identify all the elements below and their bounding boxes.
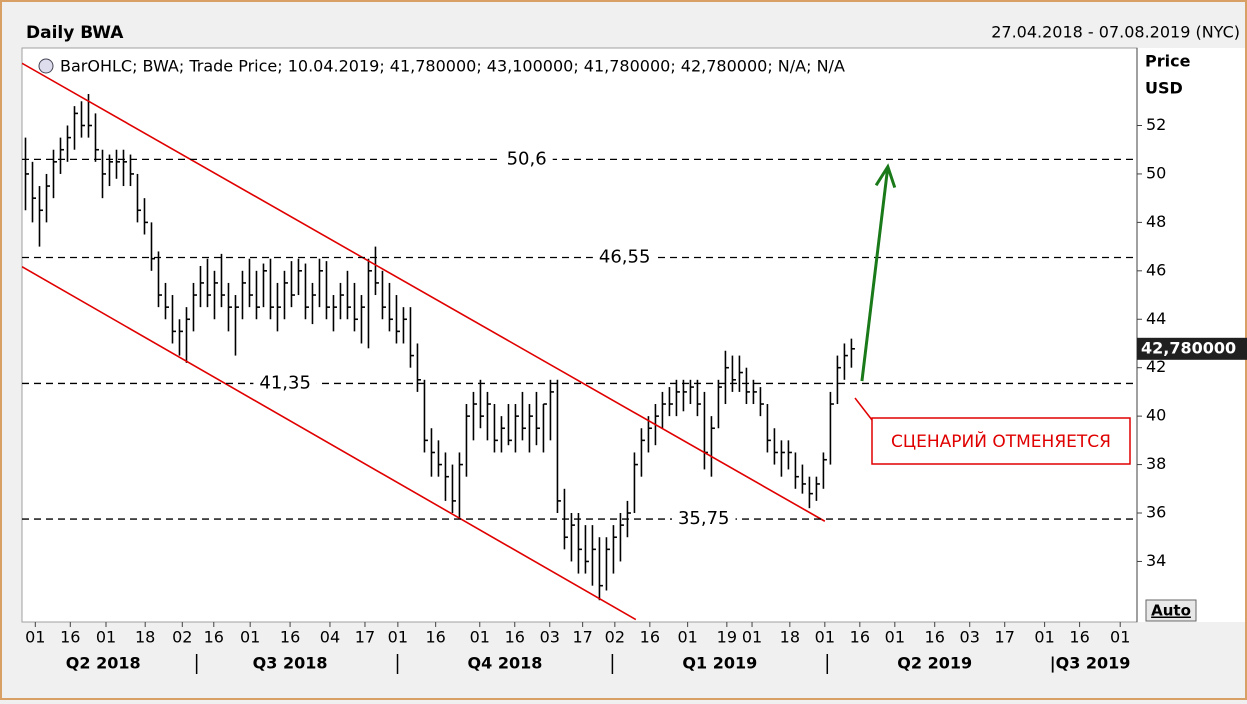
x-tick-label: 19 — [717, 628, 737, 647]
x-tick-label: 16 — [280, 628, 300, 647]
level-label: 50,6 — [507, 148, 547, 169]
y-label: USD — [1145, 79, 1183, 98]
auto-label[interactable]: Auto — [1151, 602, 1191, 620]
x-tick-label: 16 — [640, 628, 660, 647]
level-label: 41,35 — [259, 372, 311, 393]
arrow — [860, 166, 890, 382]
x-tick-label: 16 — [505, 628, 525, 647]
level-label: 46,55 — [599, 246, 651, 267]
plot-layer — [22, 62, 855, 621]
annotation: СЦЕНАРИЙ ОТМЕНЯЕТСЯ — [891, 430, 1111, 452]
y-axis-area — [1137, 48, 1245, 622]
x-tick-label: 16 — [850, 628, 870, 647]
y-label: Price — [1145, 52, 1191, 71]
x-tick-label: 04 — [320, 628, 340, 647]
x-tick-label: 01 — [885, 628, 905, 647]
x-tick-label: 03 — [540, 628, 560, 647]
trendline — [22, 62, 826, 522]
y-tick-label: 36 — [1146, 503, 1166, 522]
x-tick-label: 01 — [742, 628, 762, 647]
x-tick-label: 01 — [388, 628, 408, 647]
level-label-bg — [592, 246, 657, 268]
quarter-label: Q2 2018 — [66, 654, 141, 673]
trendline — [22, 266, 637, 621]
x-tick-label: 18 — [135, 628, 155, 647]
x-tick-label: 01 — [815, 628, 835, 647]
x-tick-label: 17 — [572, 628, 592, 647]
legend-icon — [38, 58, 54, 74]
x-tick-label: 01 — [240, 628, 260, 647]
x-tick-label: 01 — [470, 628, 490, 647]
y-tick-label: 46 — [1146, 260, 1166, 279]
x-tick-label: 16 — [204, 628, 224, 647]
quarter-label: Q1 2019 — [682, 654, 757, 673]
quarter-label: Q2 2019 — [897, 654, 972, 673]
y-tick-label: 40 — [1146, 406, 1166, 425]
last-value-label: 42,780000 — [1141, 338, 1236, 357]
y-tick-label: 44 — [1146, 309, 1166, 328]
x-tick-label: 01 — [677, 628, 697, 647]
x-tick-label: 16 — [60, 628, 80, 647]
x-tick-label: 17 — [355, 628, 375, 647]
annotation-connector — [854, 397, 873, 421]
y-tick-label: 48 — [1146, 212, 1166, 231]
x-tick-label: 01 — [25, 628, 45, 647]
x-tick-label: 01 — [1110, 628, 1130, 647]
y-tick-label: 52 — [1146, 115, 1166, 134]
level-label: 35,75 — [678, 508, 730, 529]
quarter-label: Q4 2018 — [468, 654, 543, 673]
legend: BarOHLC; BWA; Trade Price; 10.04.2019; 4… — [60, 57, 845, 76]
level-label-bg — [671, 508, 736, 530]
quarter-label: |Q3 2019 — [1050, 654, 1131, 674]
y-tick-label: 34 — [1146, 551, 1166, 570]
level-label-bg — [253, 372, 317, 394]
last-value-tag — [1137, 337, 1247, 360]
level-label-bg — [500, 148, 553, 170]
arrow-head — [874, 163, 897, 189]
x-tick-label: 02 — [172, 628, 192, 647]
x-tick-label: 17 — [995, 628, 1015, 647]
y-tick-label: 50 — [1146, 163, 1166, 182]
annotation-box — [871, 417, 1131, 465]
x-tick-label: 03 — [960, 628, 980, 647]
quarter-label: Q3 2018 — [253, 654, 328, 673]
x-tick-label: 16 — [1069, 628, 1089, 647]
x-tick-label: 02 — [605, 628, 625, 647]
chart-title: Daily BWA — [26, 23, 124, 43]
x-tick-label: 18 — [780, 628, 800, 647]
auto-button[interactable] — [1145, 599, 1197, 622]
x-tick-label: 01 — [1034, 628, 1054, 647]
plot-area — [21, 47, 1138, 623]
y-tick-label: 42 — [1146, 357, 1166, 376]
x-tick-label: 01 — [96, 628, 116, 647]
date-range: 27.04.2018 - 07.08.2019 (NYC) — [991, 23, 1240, 42]
x-tick-label: 16 — [425, 628, 445, 647]
y-tick-label: 38 — [1146, 454, 1166, 473]
x-tick-label: 16 — [925, 628, 945, 647]
